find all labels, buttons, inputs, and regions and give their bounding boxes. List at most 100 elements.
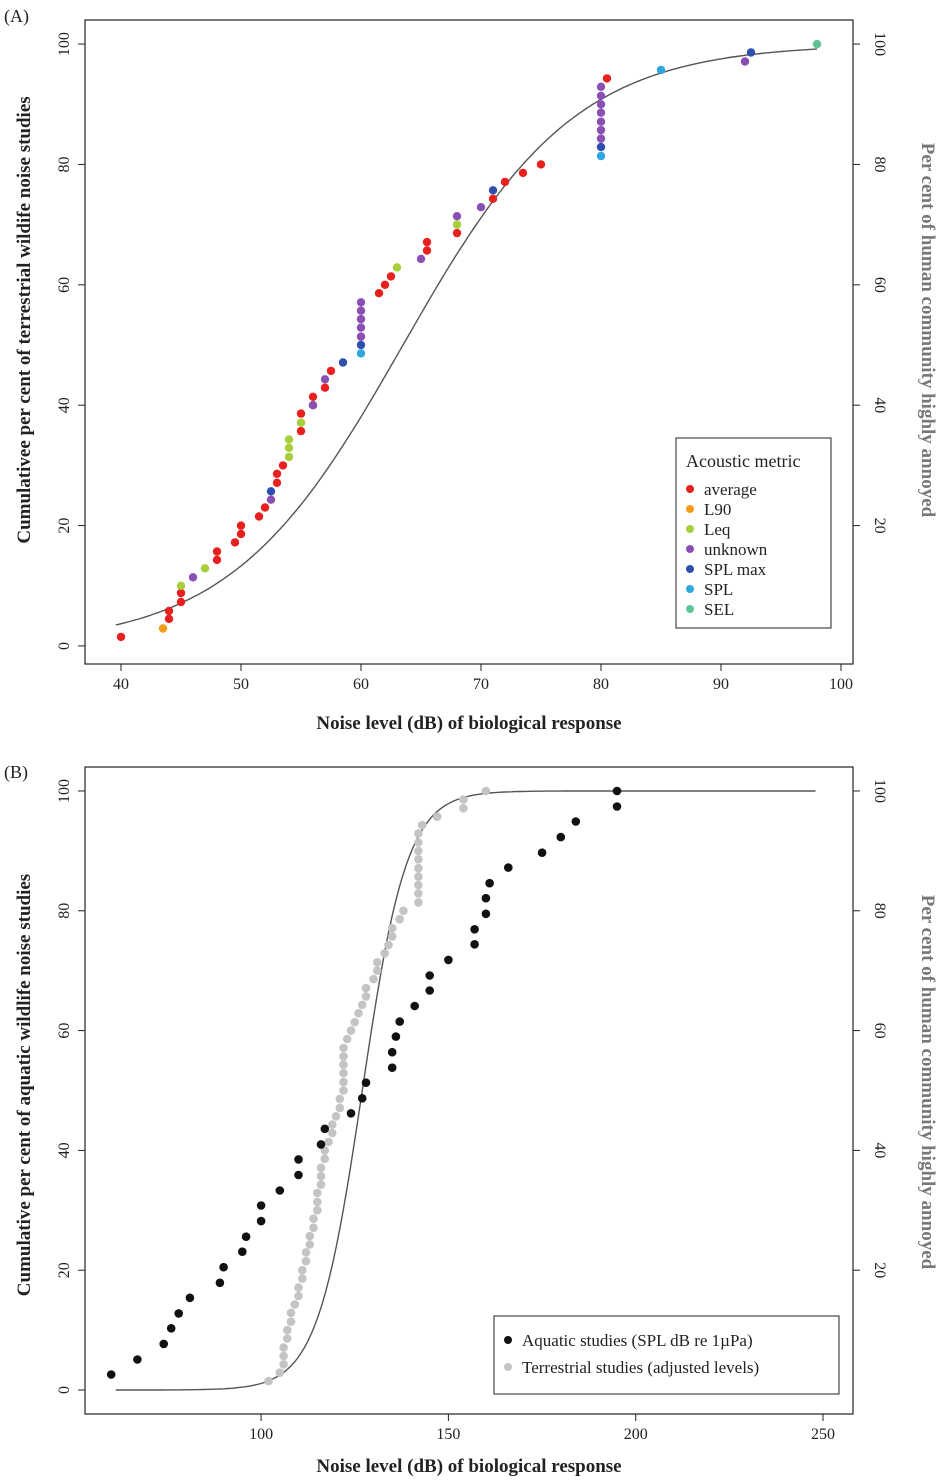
panel-b-legend-marker-terrestrial-studies-adjusted-levels: [504, 1363, 512, 1371]
panel-a-point-average: [212, 547, 222, 556]
panel-a-point-average: [296, 409, 306, 418]
panel-b-right-tick-label: 100: [871, 779, 888, 803]
panel-b-right-axis-label: Per cent of human community highly annoy…: [917, 895, 938, 1270]
panel-a-legend-label-leq: Leq: [704, 520, 731, 539]
panel-a-point-leq: [284, 435, 294, 444]
panel-a-point-leq: [200, 564, 210, 573]
panel-b-point-aquatic-studies-spl-db-re-1-pa: [238, 1247, 247, 1256]
panel-b-point-terrestrial-studies-adjusted-levels: [369, 974, 378, 984]
panel-a-point-average: [164, 606, 174, 616]
panel-b-point-terrestrial-studies-adjusted-levels: [316, 1180, 326, 1189]
panel-a-point-unknown: [596, 108, 606, 117]
panel-a-x-tick-label: 70: [473, 676, 489, 693]
panel-a-point-spl-max: [596, 142, 606, 152]
panel-b-point-terrestrial-studies-adjusted-levels: [286, 1317, 296, 1326]
panel-a: (A) 40 50 60 70 80 90 100 0 20 40 60 80 100 20 40 60 80 1…: [4, 6, 938, 734]
panel-b-point-terrestrial-studies-adjusted-levels: [414, 838, 423, 847]
panel-b-point-aquatic-studies-spl-db-re-1-pa: [481, 893, 491, 903]
panel-b-y-axis-label: Cumulative per cent of aquatic wildlife …: [14, 874, 35, 1296]
panel-a-point-unknown: [356, 332, 366, 341]
panel-a-legend-marker-l90: [686, 505, 694, 513]
panel-b-x-tick-label: 200: [624, 1426, 648, 1443]
panel-a-curve-layer: [115, 48, 818, 626]
panel-a-point-average: [422, 246, 432, 255]
panel-a-y-axis-label: Cumulativee per cent of terrestrial wild…: [14, 96, 35, 543]
panel-a-point-average: [326, 366, 336, 376]
panel-a-x-tick-label: 80: [593, 676, 609, 693]
panel-b-point-terrestrial-studies-adjusted-levels: [459, 804, 468, 813]
panel-a-point-sel: [812, 39, 822, 49]
panel-a-y-tick-label: 60: [56, 277, 73, 293]
panel-a-point-unknown: [416, 254, 426, 264]
panel-a-legend-marker-sel: [686, 605, 694, 613]
panel-b-point-terrestrial-studies-adjusted-levels: [350, 1017, 360, 1027]
panel-b-point-aquatic-studies-spl-db-re-1-pa: [504, 863, 513, 872]
panel-b-y-tick-label: 60: [56, 1023, 73, 1039]
panel-b-legend-box: [493, 1315, 840, 1395]
panel-b-point-terrestrial-studies-adjusted-levels: [301, 1248, 311, 1257]
panel-b-point-terrestrial-studies-adjusted-levels: [342, 1034, 352, 1044]
panel-b-point-aquatic-studies-spl-db-re-1-pa: [275, 1186, 285, 1195]
panel-b-y-tick-label: 100: [56, 779, 73, 803]
panel-b-legend-label-aquatic-studies-spl-db-re-1-pa: Aquatic studies (SPL dB re 1µPa): [522, 1331, 753, 1350]
panel-a-point-spl-max: [356, 340, 366, 350]
panel-a-point-unknown: [596, 91, 606, 101]
panel-a-point-spl: [656, 65, 666, 75]
panel-b-point-terrestrial-studies-adjusted-levels: [305, 1231, 315, 1241]
panel-b-point-aquatic-studies-spl-db-re-1-pa: [159, 1339, 168, 1349]
panel-a-point-leq: [176, 581, 186, 590]
panel-a-legend-label-unknown: unknown: [704, 540, 768, 559]
panel-b-point-terrestrial-studies-adjusted-levels: [283, 1334, 292, 1343]
panel-a-point-l90: [158, 624, 168, 633]
panel-a-point-unknown: [596, 117, 606, 126]
panel-b-point-terrestrial-studies-adjusted-levels: [339, 1060, 348, 1069]
panel-a-point-unknown: [596, 100, 606, 109]
panel-a-x-tick-label: 90: [713, 676, 729, 693]
panel-b-point-aquatic-studies-spl-db-re-1-pa: [219, 1262, 228, 1272]
panel-a-point-average: [536, 160, 546, 169]
panel-b-point-aquatic-studies-spl-db-re-1-pa: [470, 940, 479, 949]
panel-b-legend-marker-aquatic-studies-spl-db-re-1-pa: [504, 1336, 512, 1344]
panel-b-curve-layer: [115, 790, 816, 1391]
panel-a-point-average: [116, 632, 126, 642]
panel-b-point-terrestrial-studies-adjusted-levels: [339, 1043, 348, 1053]
panel-b-legend: Aquatic studies (SPL dB re 1µPa) Terrestr…: [493, 1315, 840, 1395]
panel-a-point-spl-max: [338, 358, 348, 367]
panel-a-point-average: [212, 555, 222, 565]
panel-b-point-aquatic-studies-spl-db-re-1-pa: [612, 802, 622, 811]
panel-b-point-terrestrial-studies-adjusted-levels: [309, 1223, 318, 1232]
panel-a-y-tick-label: 20: [56, 518, 73, 534]
panel-b-x-axis-label: Noise level (dB) of biological response: [316, 1456, 621, 1477]
panel-a-point-leq: [284, 443, 294, 453]
panel-b-point-terrestrial-studies-adjusted-levels: [414, 863, 423, 873]
panel-a-fitted-curve: [115, 48, 818, 626]
panel-b-right-tick-label: 20: [871, 1262, 888, 1278]
panel-b-point-terrestrial-studies-adjusted-levels: [331, 1112, 341, 1121]
panel-a-point-unknown: [356, 314, 366, 324]
panel-b-point-aquatic-studies-spl-db-re-1-pa: [185, 1293, 195, 1303]
panel-a-label: (A): [4, 6, 29, 27]
panel-a-legend-marker-spl: [686, 585, 694, 593]
panel-a-right-tick-label: 80: [871, 156, 888, 172]
panel-b-point-terrestrial-studies-adjusted-levels: [384, 940, 393, 950]
panel-b-point-aquatic-studies-spl-db-re-1-pa: [166, 1324, 176, 1333]
panel-b-point-terrestrial-studies-adjusted-levels: [298, 1274, 307, 1283]
panel-a-point-unknown: [308, 401, 318, 410]
panel-a-point-unknown: [356, 306, 366, 315]
panel-b-point-terrestrial-studies-adjusted-levels: [414, 855, 423, 864]
panel-a-legend-box: [675, 437, 832, 629]
panel-a-point-unknown: [266, 495, 276, 504]
panel-b-point-aquatic-studies-spl-db-re-1-pa: [133, 1355, 142, 1364]
panel-b-point-terrestrial-studies-adjusted-levels: [414, 846, 423, 856]
panel-b-point-aquatic-studies-spl-db-re-1-pa: [320, 1124, 330, 1134]
panel-a-point-spl: [356, 349, 366, 358]
panel-a-point-spl-max: [266, 487, 276, 496]
panel-b-point-terrestrial-studies-adjusted-levels: [395, 914, 405, 924]
panel-b-point-terrestrial-studies-adjusted-levels: [432, 812, 442, 821]
panel-b-point-aquatic-studies-spl-db-re-1-pa: [481, 909, 491, 919]
panel-b-point-aquatic-studies-spl-db-re-1-pa: [571, 817, 581, 826]
panel-b-axes: 100 150 200 250 0 20 40 60 80 100 20 40 60 80 100: [56, 779, 888, 1443]
panel-a-legend-label-spl-max: SPL max: [704, 560, 767, 579]
panel-a-point-spl: [596, 151, 606, 161]
